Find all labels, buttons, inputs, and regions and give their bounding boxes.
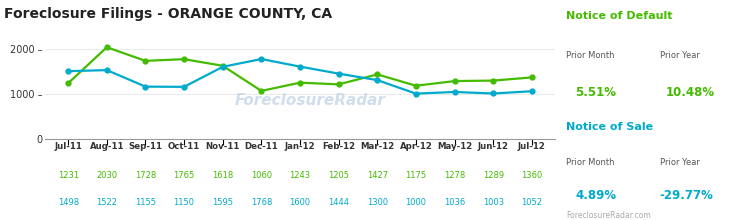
Text: Notice of Sale: Notice of Sale: [566, 122, 653, 132]
Text: Nov-11: Nov-11: [206, 142, 240, 151]
Text: 1052: 1052: [521, 198, 542, 207]
Text: 5.51%: 5.51%: [575, 86, 616, 99]
Text: Notice of Default: Notice of Default: [566, 11, 673, 21]
Text: 1427: 1427: [367, 170, 388, 180]
Text: 1003: 1003: [482, 198, 504, 207]
Text: 1522: 1522: [96, 198, 117, 207]
Text: Mar-12: Mar-12: [360, 142, 394, 151]
Text: 1498: 1498: [58, 198, 79, 207]
Text: Prior Month: Prior Month: [566, 158, 615, 167]
Text: Prior Month: Prior Month: [566, 51, 615, 60]
Text: 1036: 1036: [444, 198, 465, 207]
Text: Prior Year: Prior Year: [660, 158, 700, 167]
Text: ForeclosureRadar.com: ForeclosureRadar.com: [566, 211, 651, 220]
Text: Sep-11: Sep-11: [128, 142, 163, 151]
Text: 1289: 1289: [482, 170, 504, 180]
Text: 1060: 1060: [251, 170, 272, 180]
Text: Jul-11: Jul-11: [54, 142, 82, 151]
Text: 1278: 1278: [444, 170, 465, 180]
Text: Dec-11: Dec-11: [244, 142, 278, 151]
Text: 10.48%: 10.48%: [665, 86, 714, 99]
Text: 1150: 1150: [173, 198, 194, 207]
Text: 1300: 1300: [367, 198, 388, 207]
Text: Jul-12: Jul-12: [518, 142, 546, 151]
Text: 1243: 1243: [290, 170, 310, 180]
Text: Aug-11: Aug-11: [89, 142, 124, 151]
Text: 2030: 2030: [96, 170, 118, 180]
Text: Feb-12: Feb-12: [322, 142, 356, 151]
Text: 1360: 1360: [521, 170, 542, 180]
Text: 1444: 1444: [328, 198, 350, 207]
Text: Foreclosure Filings - ORANGE COUNTY, CA: Foreclosure Filings - ORANGE COUNTY, CA: [4, 7, 332, 21]
Text: 1768: 1768: [251, 198, 272, 207]
Text: 1618: 1618: [212, 170, 233, 180]
Text: Jun-12: Jun-12: [478, 142, 508, 151]
Text: ForeclosureRadar: ForeclosureRadar: [235, 94, 386, 108]
Text: 4.89%: 4.89%: [575, 189, 616, 202]
Text: Prior Year: Prior Year: [660, 51, 700, 60]
Text: 1175: 1175: [405, 170, 427, 180]
Text: Jan-12: Jan-12: [285, 142, 315, 151]
Text: Apr-12: Apr-12: [400, 142, 432, 151]
Text: 1155: 1155: [135, 198, 156, 207]
Text: -29.77%: -29.77%: [660, 189, 714, 202]
Text: May-12: May-12: [437, 142, 472, 151]
Text: 1205: 1205: [328, 170, 350, 180]
Text: 1595: 1595: [212, 198, 233, 207]
Text: Oct-11: Oct-11: [168, 142, 200, 151]
Text: 1765: 1765: [173, 170, 195, 180]
Text: 1728: 1728: [135, 170, 156, 180]
Text: 1000: 1000: [406, 198, 427, 207]
Text: 1231: 1231: [58, 170, 79, 180]
Text: 1600: 1600: [290, 198, 310, 207]
